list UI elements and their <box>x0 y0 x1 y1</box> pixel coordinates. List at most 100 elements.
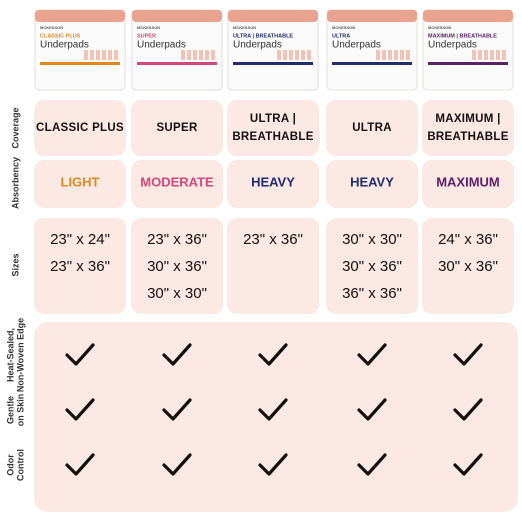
package-pattern <box>90 50 94 60</box>
package-stripe <box>428 62 508 65</box>
package-brand: MCKESSON <box>137 25 160 30</box>
package-pattern <box>490 50 494 60</box>
row-label: Control <box>15 449 25 481</box>
package-pattern <box>205 50 209 60</box>
checkmark <box>357 343 387 366</box>
package-pattern <box>484 50 488 60</box>
absorbency-cell <box>326 160 418 208</box>
package-pattern <box>283 50 287 60</box>
package-brand: MCKESSON <box>428 25 451 30</box>
checkmark <box>162 453 192 476</box>
absorbency-text: HEAVY <box>251 174 295 189</box>
package-pattern <box>376 50 380 60</box>
package-pattern <box>289 50 293 60</box>
package-line: MAXIMUM | BREATHABLE <box>428 33 497 39</box>
feature-block <box>34 322 518 512</box>
checkmark <box>453 398 483 421</box>
package-pattern <box>187 50 191 60</box>
row-label: Heat-Sealed, <box>5 328 15 382</box>
coverage-text: CLASSIC PLUS <box>36 122 124 134</box>
absorbency-text: HEAVY <box>350 174 394 189</box>
size-text: 30" x 36" <box>147 258 207 275</box>
package-name: Underpads <box>40 40 89 51</box>
size-text: 30" x 36" <box>342 258 402 275</box>
size-text: 30" x 36" <box>438 258 498 275</box>
package-pattern <box>96 50 100 60</box>
package-brand: MCKESSON <box>233 25 256 30</box>
checkmark <box>453 453 483 476</box>
package-pattern <box>382 50 386 60</box>
package-pattern <box>108 50 112 60</box>
coverage-cell <box>326 100 418 156</box>
size-text: 30" x 30" <box>147 285 207 302</box>
package-pattern <box>295 50 299 60</box>
package-line: SUPER <box>137 33 156 39</box>
checkmark <box>65 343 95 366</box>
package-pattern <box>114 50 118 60</box>
row-label: Non-Woven Edge <box>15 318 25 392</box>
package-pattern <box>211 50 215 60</box>
package-pattern <box>496 50 500 60</box>
coverage-text: MAXIMUM | <box>435 113 500 125</box>
sizes-cell <box>326 218 418 314</box>
package-stripe <box>40 62 120 65</box>
coverage-text: ULTRA <box>352 122 392 134</box>
package-stripe <box>233 62 313 65</box>
checkmark <box>65 453 95 476</box>
checkmark <box>453 343 483 366</box>
absorbency-text: LIGHT <box>61 174 100 189</box>
checkmark <box>258 398 288 421</box>
package-brand: MCKESSON <box>332 25 355 30</box>
sizes-cell <box>131 218 223 314</box>
package-pattern <box>400 50 404 60</box>
coverage-cell <box>34 100 126 156</box>
package-line: ULTRA <box>332 33 350 39</box>
package-pattern <box>388 50 392 60</box>
sizes-cell <box>34 218 126 314</box>
package-pattern <box>301 50 305 60</box>
package-top <box>423 10 513 22</box>
absorbency-cell <box>227 160 319 208</box>
package-pattern <box>199 50 203 60</box>
package-top <box>327 10 417 22</box>
coverage-text: ULTRA | <box>250 113 296 125</box>
package-pattern <box>84 50 88 60</box>
size-text: 23" x 36" <box>147 231 207 248</box>
row-label: Coverage <box>10 107 20 148</box>
sizes-cell <box>227 218 319 314</box>
package-pattern <box>193 50 197 60</box>
package-pattern <box>277 50 281 60</box>
size-text: 30" x 30" <box>342 231 402 248</box>
package-name: Underpads <box>332 40 381 51</box>
package-stripe <box>137 62 217 65</box>
package-pattern <box>406 50 410 60</box>
sizes-cell <box>422 218 514 314</box>
coverage-text: BREATHABLE <box>232 131 313 143</box>
package-name: Underpads <box>428 40 477 51</box>
coverage-cell <box>227 100 319 156</box>
checkmark <box>162 398 192 421</box>
checkmark <box>65 398 95 421</box>
row-label: Sizes <box>10 253 20 276</box>
size-text: 23" x 36" <box>50 258 110 275</box>
package-top <box>228 10 318 22</box>
checkmark <box>162 343 192 366</box>
absorbency-cell <box>34 160 126 208</box>
absorbency-text: MODERATE <box>140 174 214 189</box>
checkmark <box>258 453 288 476</box>
coverage-text: SUPER <box>156 122 198 134</box>
row-label: Absorbency <box>10 157 20 209</box>
package-top <box>35 10 125 22</box>
checkmark <box>258 343 288 366</box>
coverage-cell <box>131 100 223 156</box>
absorbency-cell <box>422 160 514 208</box>
row-label: Gentle <box>5 396 15 424</box>
checkmark <box>357 453 387 476</box>
coverage-cell <box>422 100 514 156</box>
row-label: Odor <box>5 454 15 476</box>
